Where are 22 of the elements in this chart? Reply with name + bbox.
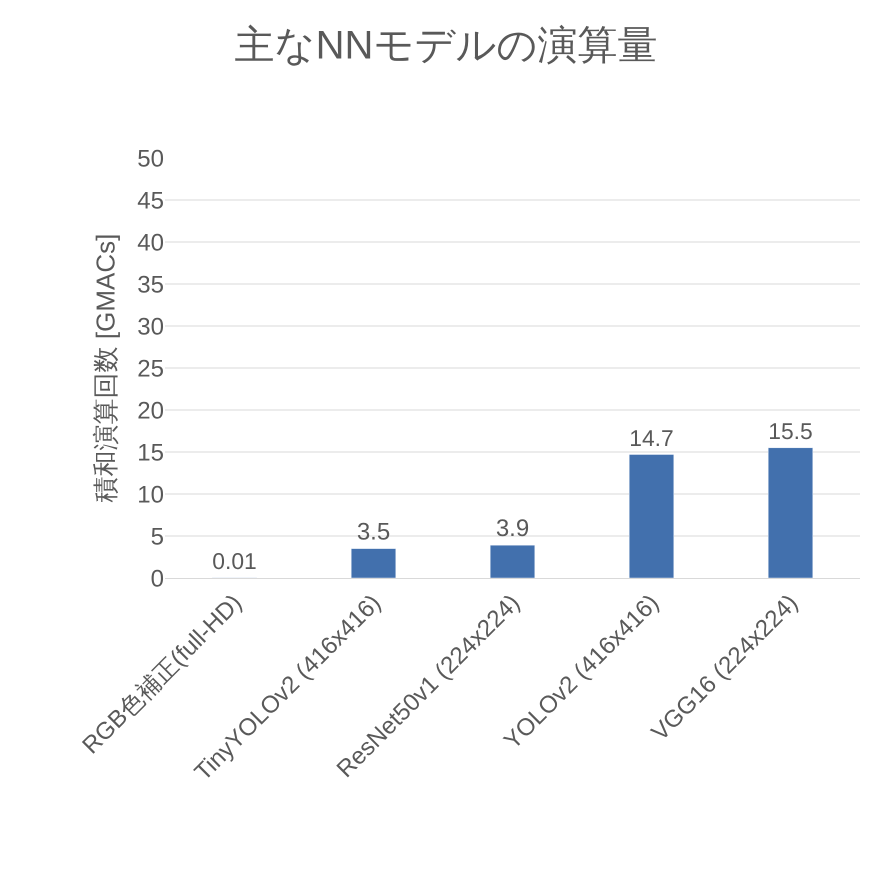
chart-title: 主なNNモデルの演算量 (234, 24, 658, 68)
bar (351, 548, 396, 578)
data-label: 3.9 (496, 515, 530, 542)
data-label: 0.01 (212, 548, 257, 574)
y-tick-label: 5 (150, 523, 164, 550)
y-tick-label: 10 (137, 481, 164, 508)
data-label: 3.5 (356, 518, 390, 546)
data-label: 14.7 (629, 424, 674, 451)
y-tick-label: 50 (137, 145, 164, 172)
y-tick-label: 40 (137, 229, 164, 256)
y-tick-label: 20 (137, 397, 164, 424)
y-tick-label: 45 (137, 187, 164, 214)
data-label: 15.5 (768, 418, 813, 444)
bar (768, 448, 813, 578)
y-tick-label: 35 (137, 271, 164, 298)
y-tick-label: 15 (137, 439, 164, 466)
bar (629, 454, 674, 578)
y-axis-title: 積和演算回数 [GMACs] (90, 234, 121, 502)
bar (490, 544, 535, 578)
y-tick-label: 30 (137, 313, 164, 340)
y-tick-label: 25 (137, 355, 164, 382)
y-tick-label: 0 (150, 565, 164, 592)
